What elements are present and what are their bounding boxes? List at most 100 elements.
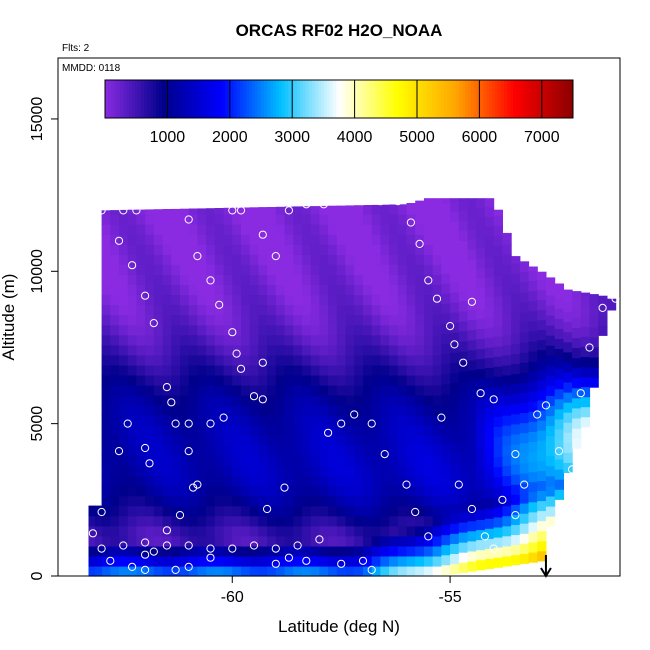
colorbar-cell	[465, 80, 469, 118]
heatmap-cell	[153, 264, 164, 275]
heatmap-cell	[223, 555, 233, 567]
track-point	[149, 319, 158, 328]
heatmap-cell	[162, 555, 172, 567]
heatmap-cell	[397, 214, 408, 225]
heatmap-cell	[258, 274, 268, 285]
heatmap-cell	[171, 224, 181, 235]
heatmap-cell	[336, 284, 347, 296]
heatmap-cell	[572, 417, 582, 429]
heatmap-cell	[458, 401, 469, 412]
heatmap-cell	[371, 415, 381, 426]
heatmap-cell	[267, 505, 277, 517]
heatmap-cell	[328, 435, 338, 446]
colorbar-cell	[492, 80, 496, 118]
heatmap-cell	[511, 433, 521, 445]
heatmap-cell	[267, 395, 277, 406]
heatmap-cell	[476, 198, 486, 209]
track-point	[171, 419, 180, 428]
heatmap-cell	[319, 485, 329, 497]
heatmap-cell	[310, 364, 320, 376]
heatmap-cell	[188, 395, 198, 406]
heatmap-cell	[206, 425, 216, 436]
heatmap-cell	[415, 324, 425, 336]
heatmap-cell	[319, 284, 329, 296]
heatmap-cell	[424, 284, 434, 296]
heatmap-cell	[572, 377, 582, 389]
heatmap-cell	[197, 284, 207, 296]
heatmap-cell	[545, 365, 556, 376]
heatmap-cell	[502, 284, 512, 295]
heatmap-cell	[249, 515, 259, 527]
heatmap-cell	[328, 475, 338, 487]
heatmap-cell	[101, 485, 111, 497]
heatmap-cell	[511, 256, 521, 264]
heatmap-cell	[145, 334, 155, 346]
heatmap-cell	[528, 401, 538, 412]
x-axis-label: Latitude (deg N)	[278, 617, 400, 636]
heatmap-cell	[180, 294, 190, 306]
heatmap-cell	[380, 475, 390, 487]
heatmap-cell	[424, 304, 434, 316]
heatmap-cell	[389, 505, 399, 517]
heatmap-cell	[415, 505, 425, 517]
heatmap-cell	[119, 445, 129, 456]
heatmap-cell	[119, 264, 129, 275]
heatmap-cell	[389, 214, 399, 225]
heatmap-cell	[302, 455, 312, 466]
colorbar-ticks: 1000 2000 3000 4000 5000 6000 7000	[150, 80, 560, 146]
heatmap-cell	[110, 274, 120, 285]
heatmap-cell	[180, 234, 190, 245]
colorbar-cell	[558, 80, 562, 118]
heatmap-cell	[188, 405, 198, 416]
heatmap-cell	[275, 206, 286, 215]
heatmap-cell	[484, 487, 495, 499]
track-point	[424, 532, 433, 541]
heatmap-cell	[511, 353, 521, 365]
heatmap-cell	[145, 455, 155, 466]
heatmap-cell	[345, 525, 355, 537]
heatmap-cell	[249, 264, 259, 275]
heatmap-cell	[397, 334, 408, 346]
heatmap-cell	[424, 515, 434, 527]
heatmap-cell	[502, 274, 512, 285]
heatmap-cell	[467, 329, 477, 341]
heatmap-cell	[476, 298, 486, 309]
heatmap-cell	[302, 405, 312, 416]
colorbar-cell	[486, 80, 490, 118]
heatmap-cell	[432, 204, 442, 215]
heatmap-cell	[127, 555, 137, 567]
heatmap-cell	[127, 475, 137, 487]
heatmap-cell	[249, 415, 259, 426]
heatmap-cell	[336, 425, 347, 436]
heatmap-cell	[371, 354, 381, 366]
heatmap-cell	[293, 384, 303, 396]
heatmap-cell	[188, 415, 198, 426]
heatmap-cell	[528, 300, 538, 312]
heatmap-cell	[389, 314, 399, 326]
heatmap-cell	[241, 264, 251, 275]
heatmap-cell	[101, 525, 111, 537]
track-point	[258, 358, 267, 367]
heatmap-cell	[267, 304, 277, 316]
heatmap-cell	[345, 565, 355, 577]
heatmap-cell	[197, 384, 207, 396]
heatmap-cell	[484, 457, 495, 469]
heatmap-cell	[424, 294, 434, 306]
heatmap-cell	[336, 324, 347, 336]
heatmap-cell	[424, 445, 434, 456]
heatmap-cell	[319, 224, 329, 235]
heatmap-cell	[397, 364, 408, 376]
heatmap-cell	[406, 234, 416, 245]
heatmap-cell	[467, 369, 477, 381]
heatmap-cell	[502, 324, 512, 336]
heatmap-cell	[188, 344, 198, 356]
colorbar-cell	[384, 80, 388, 118]
heatmap-cell	[101, 405, 111, 416]
heatmap-cell	[136, 334, 146, 346]
colorbar-cell	[552, 80, 556, 118]
heatmap-cell	[336, 505, 347, 517]
colorbar-cell	[504, 80, 508, 118]
heatmap-cell	[380, 244, 390, 255]
colorbar-cell	[246, 80, 250, 118]
heatmap-cell	[345, 324, 355, 336]
